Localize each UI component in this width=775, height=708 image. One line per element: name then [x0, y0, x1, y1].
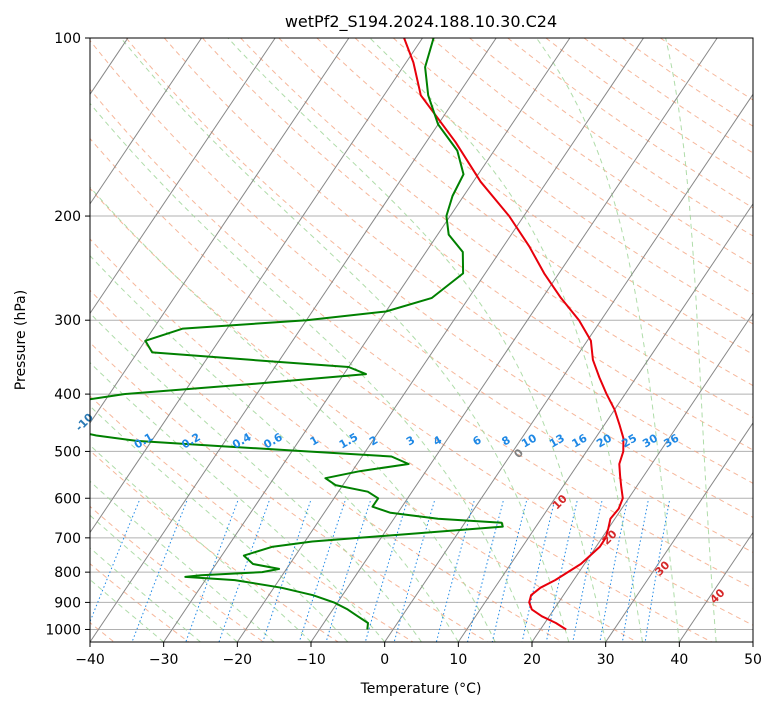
moist-adiabat-line — [665, 38, 717, 642]
x-tick-label: 40 — [670, 652, 688, 668]
dry-adiabat-line — [90, 238, 638, 642]
mixing-ratio-line — [393, 500, 435, 642]
moist-adiabat-line — [535, 38, 680, 642]
moist-adiabat-line — [90, 514, 238, 642]
y-axis-label: Pressure (hPa) — [13, 290, 29, 390]
mixing-ratio-line — [491, 500, 527, 642]
y-tick-label: 100 — [54, 31, 81, 47]
dry-adiabat-line — [545, 38, 753, 181]
moist-adiabat-line — [227, 38, 607, 642]
temperature-profile-line — [403, 38, 625, 631]
mixing-ratio-line — [218, 500, 270, 642]
x-tick-label: 20 — [523, 652, 541, 668]
dry-adiabat-line — [90, 39, 753, 554]
y-tick-label: 300 — [54, 313, 81, 329]
dry-adiabat-line — [90, 289, 563, 642]
isotherm-line — [90, 38, 276, 315]
isotherm-line — [310, 38, 718, 642]
moist-adiabat-line — [90, 254, 459, 642]
isotherm-line — [163, 38, 571, 642]
x-tick-label: −20 — [223, 652, 253, 668]
mixing-ratio-line — [325, 500, 371, 642]
moist-adiabat-line — [369, 38, 643, 642]
mixing-ratio-line — [131, 500, 188, 642]
dewpoint-profile-line — [90, 38, 504, 630]
dry-adiabat-line — [90, 341, 488, 642]
x-tick-label: 50 — [744, 652, 762, 668]
mixing-ratio-line — [364, 500, 408, 642]
isotherm-line — [531, 312, 753, 642]
y-tick-label: 700 — [54, 531, 81, 547]
y-tick-label: 200 — [54, 209, 81, 225]
mixing-ratio-line — [435, 500, 475, 642]
y-tick-label: 400 — [54, 387, 81, 403]
y-tick-label: 1000 — [45, 622, 81, 638]
x-tick-label: 10 — [449, 652, 467, 668]
y-tick-label: 900 — [54, 595, 81, 611]
x-tick-label: 30 — [597, 652, 615, 668]
dry-adiabat-line — [354, 38, 753, 325]
sounding-profiles — [90, 38, 625, 631]
moist-adiabat-line — [90, 405, 349, 642]
mixing-ratio-line — [521, 500, 555, 642]
mixing-ratio-line — [467, 500, 504, 642]
isotherm-line — [384, 93, 753, 642]
dry-adiabat-line — [90, 187, 712, 642]
axes: −40 −30 −20 −10 0 10 20 30 40 50 1000 900 800 700 600 5… — [45, 31, 762, 668]
dry-adiabat-line — [90, 88, 753, 589]
isotherm-line — [678, 531, 753, 642]
isotherm-line — [90, 38, 202, 205]
x-tick-label: −10 — [296, 652, 326, 668]
isotherm-line — [236, 38, 644, 642]
y-tick-label: 800 — [54, 565, 81, 581]
mixing-ratio-line — [185, 500, 239, 642]
x-tick-label: −40 — [75, 652, 105, 668]
background-lines — [90, 38, 753, 642]
dry-adiabat-line — [90, 505, 264, 642]
mixing-ratio-line — [572, 500, 603, 642]
isotherm-line — [90, 38, 423, 534]
isotherm-line — [90, 38, 497, 642]
dry-adiabat-line — [240, 38, 753, 418]
dry-adiabat-line — [469, 38, 753, 237]
dry-adiabat-line — [125, 38, 753, 518]
dry-adiabat-line — [90, 395, 414, 642]
moist-adiabat-line — [90, 102, 533, 642]
x-tick-label: 0 — [380, 652, 389, 668]
plot-frame — [89, 37, 754, 643]
y-tick-label: 600 — [54, 491, 81, 507]
y-tick-label: 500 — [54, 444, 81, 460]
mixing-ratio-line — [262, 500, 311, 642]
chart-title: wetPf2_S194.2024.188.10.30.C24 — [285, 12, 557, 32]
x-tick-label: −30 — [149, 652, 179, 668]
dry-adiabat-line — [90, 449, 339, 642]
dry-adiabat-line — [431, 38, 753, 266]
isotherm-line — [457, 202, 753, 642]
x-axis-label: Temperature (°C) — [360, 681, 482, 697]
mixing-ratio-line — [90, 500, 140, 623]
dry-adiabat-line — [278, 38, 753, 387]
mixing-ratio-line — [545, 500, 578, 642]
isotherm-line — [605, 422, 753, 642]
mixing-ratio-line — [298, 500, 346, 642]
